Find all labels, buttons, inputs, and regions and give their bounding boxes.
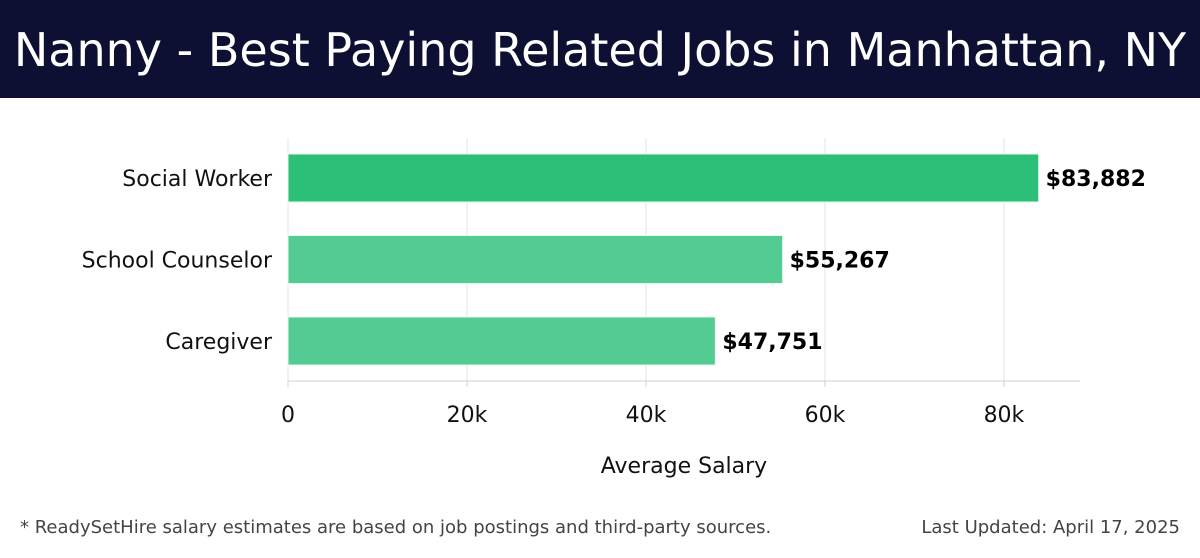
- x-axis-title: Average Salary: [601, 454, 767, 479]
- bar: [287, 235, 784, 284]
- category-label: Social Worker: [122, 167, 273, 192]
- salary-bar-chart: 0 20k 40k 60k 80k Average Salary Social Worker…: [82, 138, 1146, 479]
- bar-value-label: $83,882: [1046, 167, 1146, 192]
- title-banner: Nanny - Best Paying Related Jobs in Manh…: [0, 0, 1200, 98]
- footnote: * ReadySetHire salary estimates are base…: [20, 517, 772, 538]
- x-tick-label: 60k: [805, 403, 846, 428]
- chart-title: Nanny - Best Paying Related Jobs in Manh…: [13, 23, 1187, 77]
- category-label: School Counselor: [82, 249, 273, 274]
- x-tick-label: 0: [281, 403, 295, 428]
- category-label: Caregiver: [165, 330, 273, 355]
- last-updated: Last Updated: April 17, 2025: [921, 517, 1180, 538]
- bar-value-label: $47,751: [722, 330, 822, 355]
- x-tick-label: 80k: [984, 403, 1025, 428]
- x-tick-label: 40k: [626, 403, 667, 428]
- bar-value-label: $55,267: [790, 249, 890, 274]
- bar: [287, 316, 716, 366]
- x-tick-label: 20k: [447, 403, 488, 428]
- bar: [287, 153, 1040, 203]
